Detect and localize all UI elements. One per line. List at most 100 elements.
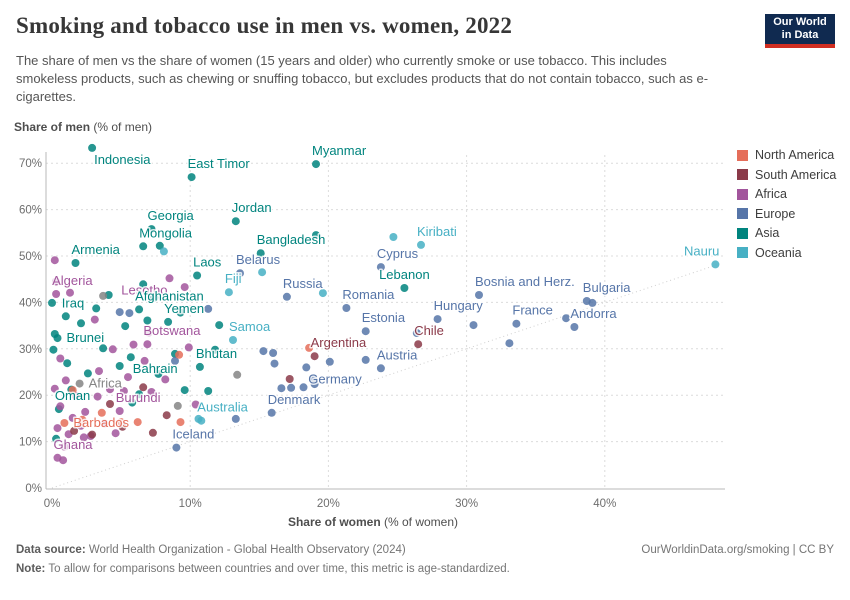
data-point[interactable] (70, 426, 79, 435)
data-point[interactable] (175, 350, 184, 359)
data-point[interactable] (171, 356, 179, 365)
point-bangladesh[interactable] (256, 249, 265, 258)
data-point[interactable] (204, 387, 213, 395)
data-point[interactable] (56, 354, 65, 363)
data-point[interactable] (50, 330, 59, 338)
data-point[interactable] (318, 289, 327, 298)
point-georgia[interactable] (147, 225, 156, 234)
point-chile[interactable] (414, 340, 423, 349)
data-point[interactable] (233, 370, 242, 379)
point-belarus[interactable] (236, 269, 244, 278)
data-point[interactable] (173, 401, 182, 410)
point-armenia[interactable] (71, 259, 80, 267)
data-point[interactable] (48, 298, 56, 307)
data-point[interactable] (49, 345, 58, 354)
point-bhutan[interactable] (195, 362, 204, 371)
data-point[interactable] (90, 315, 99, 324)
data-point[interactable] (361, 355, 370, 364)
data-point[interactable] (147, 388, 156, 396)
data-point[interactable] (121, 322, 130, 331)
point-burundi[interactable] (115, 407, 124, 415)
data-point[interactable] (259, 347, 268, 356)
data-point[interactable] (194, 414, 203, 423)
data-point[interactable] (133, 418, 142, 427)
legend-item-north-america[interactable]: North America (737, 149, 836, 162)
owid-link[interactable]: OurWorldinData.org/smoking | CC BY (641, 544, 834, 556)
data-point[interactable] (106, 385, 114, 394)
data-point[interactable] (258, 268, 267, 277)
data-point[interactable] (176, 308, 185, 317)
data-point[interactable] (287, 383, 296, 392)
data-point[interactable] (150, 293, 159, 302)
data-point[interactable] (50, 384, 59, 393)
point-afghanistan[interactable] (135, 305, 144, 314)
legend-item-asia[interactable]: Asia (737, 227, 836, 240)
point-romania[interactable] (342, 304, 351, 312)
data-point[interactable] (60, 442, 69, 451)
point-france[interactable] (512, 319, 521, 328)
data-point[interactable] (111, 429, 120, 438)
data-point[interactable] (93, 392, 102, 401)
data-point[interactable] (325, 357, 334, 366)
point-africa[interactable] (75, 379, 84, 388)
point-iraq[interactable] (61, 312, 70, 321)
data-point[interactable] (77, 421, 85, 430)
data-point[interactable] (155, 241, 164, 250)
point-austria[interactable] (376, 364, 385, 373)
data-point[interactable] (285, 375, 294, 383)
point-nauru[interactable] (711, 260, 720, 269)
data-point[interactable] (309, 374, 318, 382)
data-point[interactable] (180, 283, 189, 292)
point-indonesia[interactable] (88, 143, 97, 152)
data-point[interactable] (97, 408, 106, 417)
data-point[interactable] (68, 413, 77, 422)
data-point[interactable] (310, 380, 319, 389)
point-kiribati[interactable] (417, 240, 425, 249)
data-point[interactable] (148, 428, 157, 437)
data-point[interactable] (52, 277, 61, 286)
point-bahrain[interactable] (126, 353, 135, 362)
data-point[interactable] (140, 356, 149, 365)
data-point[interactable] (277, 384, 286, 393)
data-point[interactable] (100, 419, 109, 428)
data-point[interactable] (231, 414, 240, 423)
data-point[interactable] (211, 345, 220, 354)
data-point[interactable] (269, 349, 278, 357)
point-hungary[interactable] (433, 315, 442, 324)
legend-item-africa[interactable]: Africa (737, 188, 836, 201)
data-point[interactable] (119, 387, 128, 395)
point-myanmar[interactable] (312, 160, 320, 169)
data-point[interactable] (305, 343, 314, 352)
data-point[interactable] (162, 411, 171, 420)
data-point[interactable] (115, 362, 124, 370)
data-point[interactable] (115, 308, 124, 317)
point-argentina[interactable] (310, 352, 319, 361)
data-point[interactable] (118, 422, 127, 431)
data-point[interactable] (81, 407, 90, 416)
data-point[interactable] (95, 367, 103, 376)
data-point[interactable] (128, 398, 137, 407)
legend-item-south-america[interactable]: South America (737, 168, 836, 182)
data-point[interactable] (129, 340, 138, 349)
point-samoa[interactable] (229, 336, 237, 344)
data-point[interactable] (184, 343, 193, 352)
data-point[interactable] (143, 316, 152, 325)
data-point[interactable] (77, 319, 85, 328)
data-point[interactable] (469, 321, 478, 330)
data-point[interactable] (270, 359, 279, 368)
data-point[interactable] (139, 383, 148, 392)
legend-item-oceania[interactable]: Oceania (737, 246, 836, 260)
point-mongolia[interactable] (139, 242, 148, 251)
owid-logo[interactable]: Our World in Data (765, 14, 835, 48)
data-point[interactable] (66, 288, 74, 297)
data-point[interactable] (108, 345, 117, 354)
data-point[interactable] (68, 386, 77, 395)
data-point[interactable] (389, 233, 398, 241)
data-point[interactable] (50, 256, 59, 265)
point-iceland[interactable] (172, 443, 181, 452)
data-point[interactable] (161, 375, 170, 384)
data-point[interactable] (99, 291, 108, 300)
point-algeria[interactable] (52, 290, 61, 298)
data-point[interactable] (191, 400, 200, 409)
point-andorra[interactable] (570, 323, 579, 331)
